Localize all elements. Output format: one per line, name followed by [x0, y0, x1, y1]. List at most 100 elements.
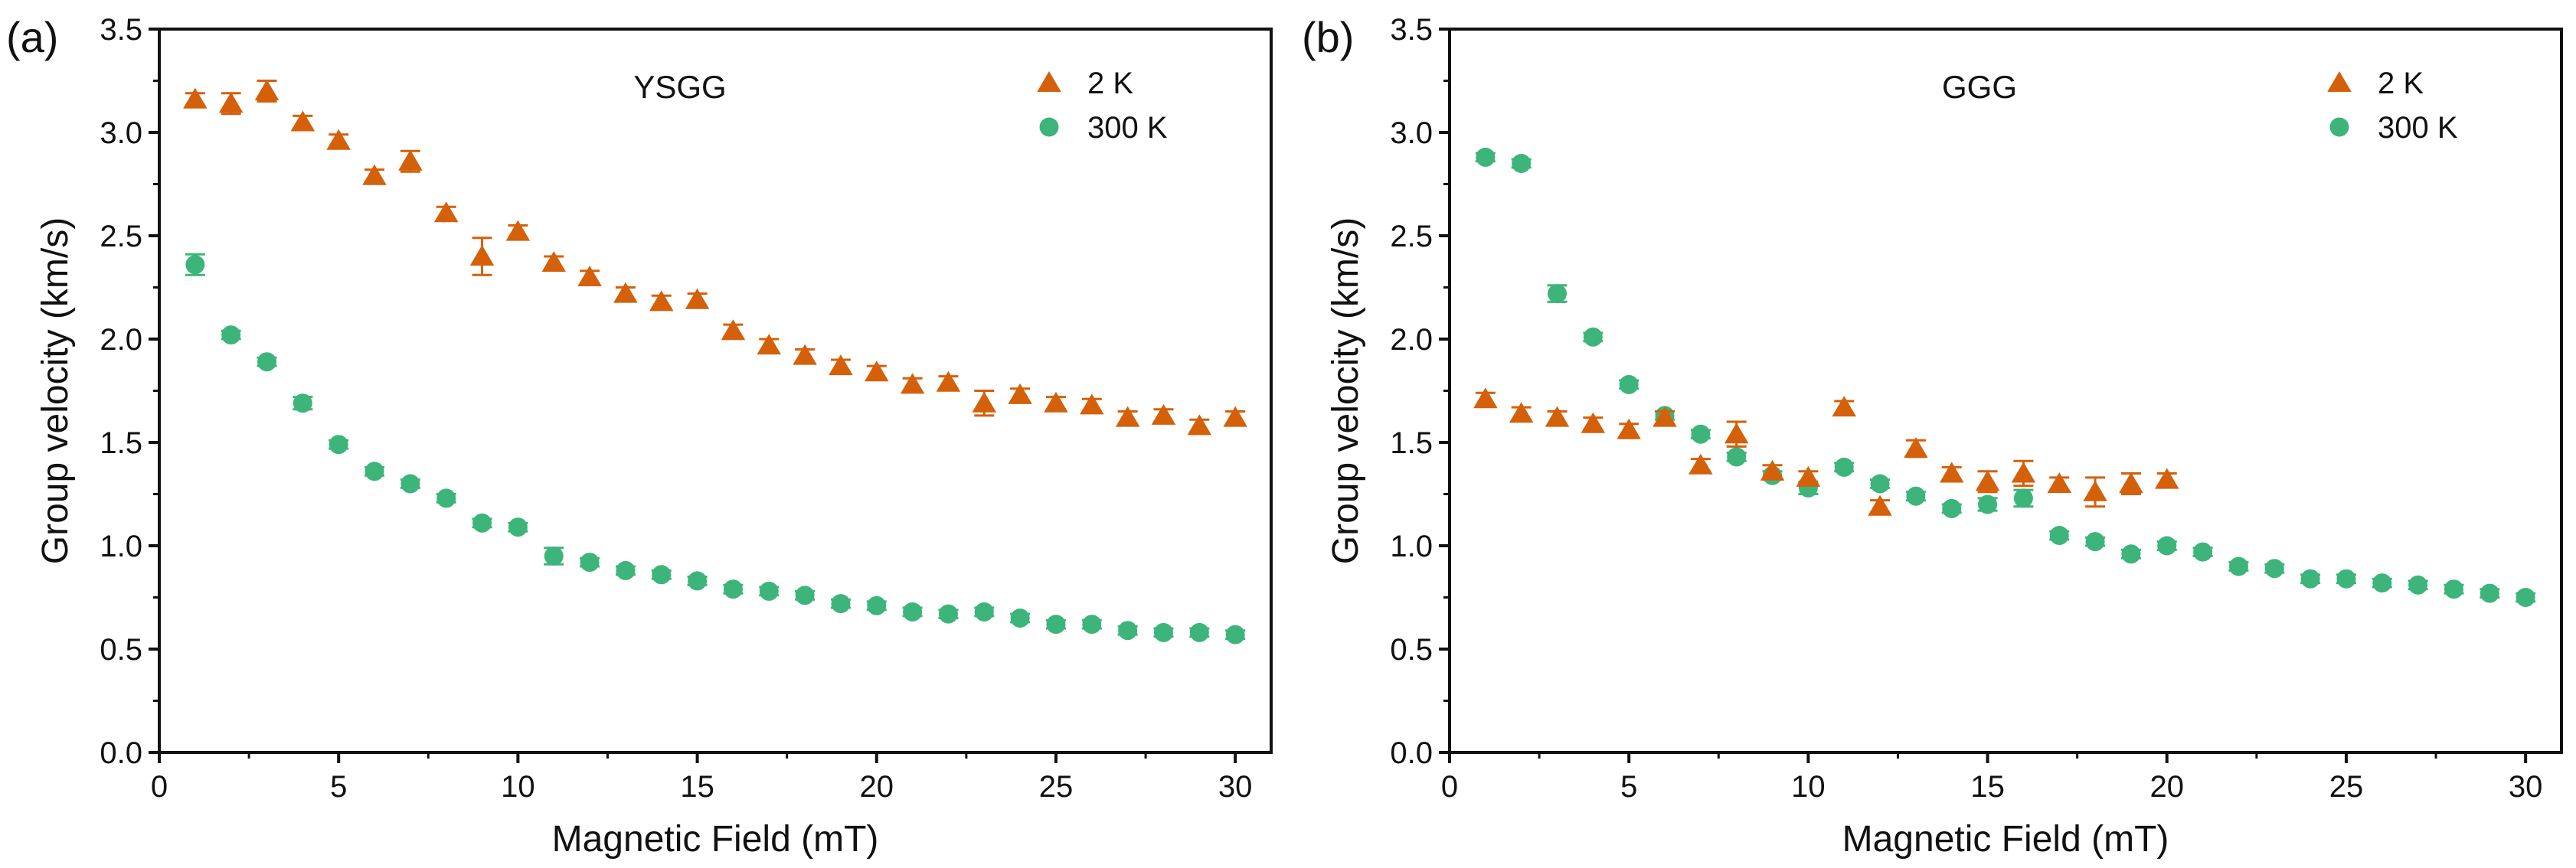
- data-point: [469, 245, 495, 266]
- series-300k: [1475, 147, 2536, 607]
- data-point: [974, 602, 994, 622]
- data-point: [649, 290, 674, 312]
- y-tick-label: 0.5: [1390, 633, 1433, 667]
- data-point: [938, 604, 958, 624]
- data-point: [613, 282, 638, 303]
- data-point: [544, 547, 564, 566]
- panel-label: (b): [1302, 13, 1354, 61]
- data-point: [2336, 569, 2356, 589]
- data-point: [1688, 453, 1713, 475]
- data-point: [721, 319, 746, 341]
- data-point: [1080, 393, 1104, 415]
- data-point: [829, 354, 853, 376]
- legend-marker: [2329, 117, 2349, 137]
- y-tick-label: 0.0: [100, 736, 142, 770]
- data-point: [364, 462, 384, 481]
- y-tick-label: 1.5: [1390, 426, 1433, 460]
- x-tick-label: 25: [1039, 770, 1074, 804]
- data-point: [2011, 462, 2036, 483]
- data-point: [865, 361, 889, 382]
- panel-a-chart: 0 5 10 15 20 25 30 0.0 0.5 1.0 1.5 2.0 2.5 3.0 3.5 Magn…: [6, 13, 1273, 860]
- data-point: [1512, 154, 1532, 173]
- data-point: [577, 266, 602, 286]
- data-point: [2083, 480, 2107, 501]
- data-point: [1870, 474, 1890, 494]
- data-point: [2372, 573, 2392, 593]
- data-point: [1010, 609, 1030, 628]
- data-point: [831, 594, 851, 614]
- data-point: [1473, 387, 1498, 409]
- panel-label: (a): [6, 13, 58, 61]
- y-tick-label: 1.5: [100, 426, 142, 460]
- legend-label: 300 K: [1087, 111, 1168, 145]
- x-tick-label: 10: [1791, 770, 1826, 804]
- data-point: [1509, 402, 1534, 423]
- data-point: [1652, 406, 1677, 427]
- y-tick-label: 3.0: [1390, 116, 1433, 150]
- data-point: [183, 87, 208, 109]
- data-point: [505, 220, 531, 241]
- legend-marker: [2327, 71, 2352, 92]
- data-point: [1225, 625, 1245, 644]
- data-point: [329, 435, 348, 455]
- data-point: [1545, 406, 1570, 427]
- data-point: [1904, 437, 1928, 458]
- data-point: [1691, 424, 1711, 444]
- y-tick-label: 2.5: [100, 220, 142, 253]
- data-point: [867, 596, 887, 615]
- data-point: [398, 149, 423, 171]
- legend-label: 300 K: [2378, 111, 2458, 145]
- y-axis-label: Group velocity (km/s): [1326, 217, 1366, 564]
- data-point: [2264, 559, 2284, 579]
- data-point: [221, 325, 241, 345]
- data-point: [1476, 147, 1496, 167]
- data-point: [2516, 588, 2535, 607]
- data-point: [433, 201, 459, 223]
- y-tick-label: 2.5: [1390, 220, 1433, 253]
- legend-label: 2 K: [1087, 67, 1133, 100]
- chart-title: GGG: [1942, 69, 2017, 105]
- data-point: [795, 586, 815, 605]
- y-tick-label: 0.0: [1390, 736, 1433, 770]
- data-point: [580, 553, 600, 573]
- data-point: [326, 129, 351, 150]
- y-tick-label: 2.0: [1390, 323, 1433, 357]
- data-point: [1223, 406, 1247, 427]
- series-2k: [1473, 387, 2179, 516]
- data-point: [2480, 583, 2499, 603]
- data-point: [1118, 621, 1138, 641]
- x-tick-label: 0: [151, 770, 168, 804]
- data-point: [1834, 457, 1854, 477]
- data-point: [723, 579, 743, 599]
- y-tick-label: 0.5: [100, 633, 142, 667]
- data-point: [685, 288, 710, 309]
- data-point: [2119, 472, 2143, 493]
- data-point: [1082, 615, 1102, 635]
- data-point: [1760, 459, 1785, 481]
- data-point: [2155, 468, 2179, 489]
- panel-b-chart: 0 5 10 15 20 25 30 0.0 0.5 1.0 1.5 2.0 2.5 3.0 3.5 Magn…: [1302, 13, 2563, 860]
- data-point: [185, 255, 205, 275]
- data-point: [936, 370, 961, 392]
- y-tick-label: 3.5: [1390, 13, 1433, 47]
- data-point: [793, 344, 817, 365]
- data-point: [1046, 615, 1066, 635]
- legend-marker: [1039, 117, 1059, 137]
- data-point: [293, 393, 312, 413]
- legend-marker: [1037, 71, 1061, 92]
- data-point: [1906, 486, 1926, 506]
- x-axis-label: Magnetic Field (mT): [1842, 819, 2169, 860]
- data-point: [1939, 462, 1964, 483]
- data-point: [1978, 494, 1998, 514]
- data-point: [2228, 556, 2248, 576]
- data-point: [2193, 542, 2213, 562]
- data-point: [2157, 536, 2177, 556]
- data-point: [2085, 532, 2105, 552]
- data-point: [254, 80, 280, 100]
- data-point: [1724, 423, 1749, 444]
- data-point: [972, 391, 997, 413]
- x-tick-label: 20: [2150, 770, 2185, 804]
- legend-label: 2 K: [2378, 67, 2424, 100]
- data-point: [1617, 418, 1641, 439]
